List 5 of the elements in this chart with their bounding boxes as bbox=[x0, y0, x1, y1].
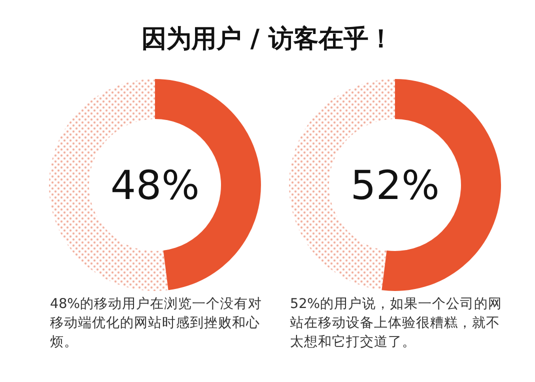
data-label: 48% bbox=[110, 163, 200, 209]
text: 52%的用户说，如果一个公司的网站在移动设备上体验很糟糕，就不太想和它打交道了。 bbox=[290, 295, 504, 352]
data-label: 52% bbox=[350, 163, 440, 209]
chart-title: 因为用户 / 访客在乎！ bbox=[140, 23, 394, 55]
text: 48%的移动用户在浏览一个没有对移动端优化的网站时感到挫败和心烦。 bbox=[50, 295, 264, 352]
